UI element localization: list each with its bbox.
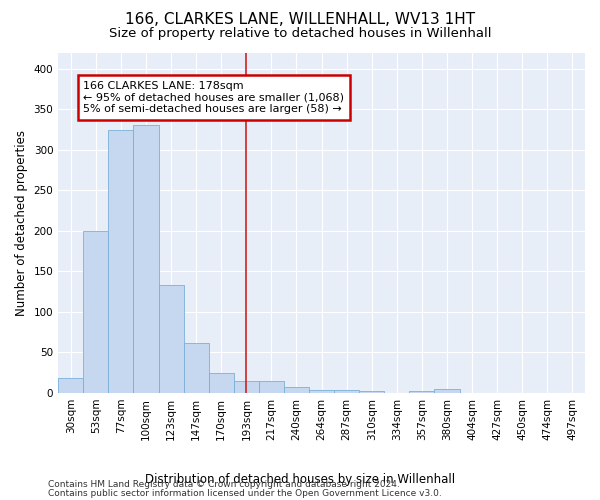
Bar xyxy=(158,285,184,393)
Bar xyxy=(309,390,334,393)
Text: 166, CLARKES LANE, WILLENHALL, WV13 1HT: 166, CLARKES LANE, WILLENHALL, WV13 1HT xyxy=(125,12,475,28)
Bar xyxy=(334,390,359,393)
Bar xyxy=(184,342,209,393)
Bar xyxy=(83,231,109,393)
Text: Contains public sector information licensed under the Open Government Licence v3: Contains public sector information licen… xyxy=(48,488,442,498)
Text: Distribution of detached houses by size in Willenhall: Distribution of detached houses by size … xyxy=(145,472,455,486)
Bar xyxy=(58,378,83,393)
Bar xyxy=(284,388,309,393)
Bar xyxy=(109,130,133,393)
Text: 166 CLARKES LANE: 178sqm
← 95% of detached houses are smaller (1,068)
5% of semi: 166 CLARKES LANE: 178sqm ← 95% of detach… xyxy=(83,81,344,114)
Bar xyxy=(259,381,284,393)
Bar xyxy=(434,389,460,393)
Bar xyxy=(409,390,434,393)
Bar xyxy=(209,372,234,393)
Bar xyxy=(359,390,385,393)
Y-axis label: Number of detached properties: Number of detached properties xyxy=(15,130,28,316)
Bar xyxy=(234,381,259,393)
Bar xyxy=(133,126,158,393)
Text: Size of property relative to detached houses in Willenhall: Size of property relative to detached ho… xyxy=(109,28,491,40)
Text: Contains HM Land Registry data © Crown copyright and database right 2024.: Contains HM Land Registry data © Crown c… xyxy=(48,480,400,489)
